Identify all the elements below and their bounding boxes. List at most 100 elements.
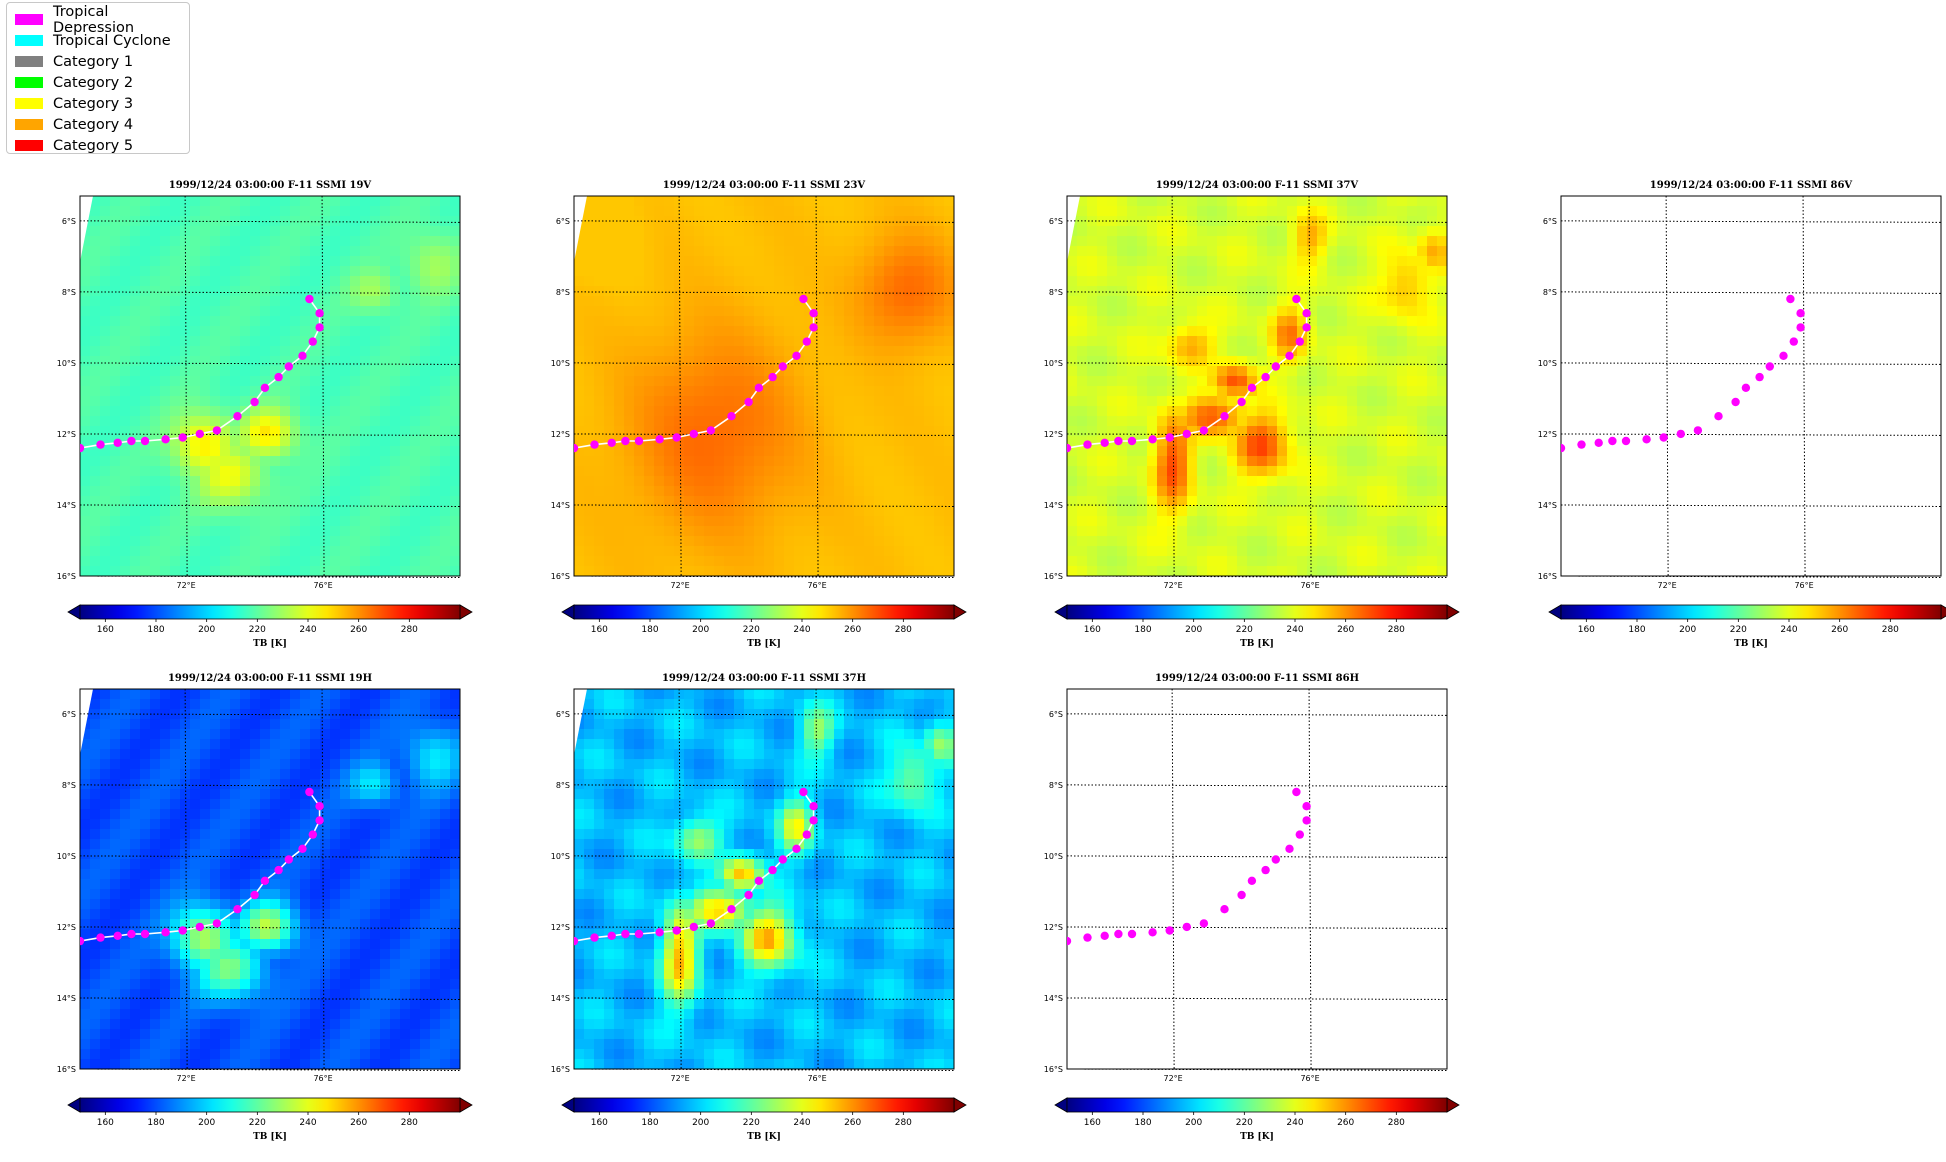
- tb-cell: [360, 296, 371, 307]
- tb-cell: [140, 316, 151, 327]
- tb-cell: [310, 276, 321, 287]
- tb-cell: [894, 466, 905, 477]
- tb-cell: [1357, 336, 1368, 347]
- tb-cell: [934, 456, 945, 467]
- storm-track: [80, 294, 324, 453]
- tb-cell: [654, 476, 665, 487]
- tb-cell: [694, 266, 705, 277]
- tb-cell: [654, 416, 665, 427]
- tb-cell: [160, 839, 171, 850]
- tb-cell: [380, 476, 391, 487]
- tb-cell: [864, 306, 875, 317]
- tb-cell: [240, 556, 251, 567]
- tb-cell: [300, 386, 311, 397]
- tb-cell: [1147, 236, 1158, 247]
- tb-cell: [914, 246, 925, 257]
- tb-cell: [854, 446, 865, 457]
- tb-cell: [664, 366, 675, 377]
- tb-cell: [1397, 326, 1408, 337]
- tb-cell: [604, 206, 615, 217]
- tb-cell: [1097, 246, 1108, 257]
- tb-cell: [1407, 356, 1418, 367]
- tb-cell: [1177, 486, 1188, 497]
- tb-cell: [80, 879, 91, 890]
- tb-cell: [1327, 546, 1338, 557]
- tb-cell: [1247, 276, 1258, 287]
- tb-cell: [300, 206, 311, 217]
- tb-cell: [654, 336, 665, 347]
- tb-cell: [624, 306, 635, 317]
- tb-cell: [1327, 426, 1338, 437]
- tb-cell: [764, 476, 775, 487]
- tb-cell: [1277, 256, 1288, 267]
- tb-cell: [1247, 486, 1258, 497]
- tb-cell: [784, 346, 795, 357]
- tb-cell: [1277, 266, 1288, 277]
- tb-cell: [844, 266, 855, 277]
- tb-cell: [1187, 306, 1198, 317]
- tb-cell: [744, 266, 755, 277]
- tb-cell: [1307, 426, 1318, 437]
- tb-cell: [430, 226, 441, 237]
- lat-tick-label: 16°S: [551, 572, 570, 581]
- tb-cell: [1087, 436, 1098, 447]
- tb-cell: [90, 799, 101, 810]
- tb-cell: [1137, 546, 1148, 557]
- tb-cell: [1407, 566, 1418, 576]
- tb-cell: [200, 536, 211, 547]
- tb-cell: [1167, 546, 1178, 557]
- tb-cell: [290, 536, 301, 547]
- tb-cell: [894, 386, 905, 397]
- tb-cell: [594, 246, 605, 257]
- tb-cell: [854, 246, 865, 257]
- tb-cell: [240, 276, 251, 287]
- tb-cell: [1347, 386, 1358, 397]
- tb-cell: [854, 566, 865, 576]
- tb-cell: [1117, 246, 1128, 257]
- tb-cell: [1357, 376, 1368, 387]
- tb-cell: [714, 306, 725, 317]
- tb-cell: [1337, 356, 1348, 367]
- tb-cell: [350, 306, 361, 317]
- tb-cell: [150, 206, 161, 217]
- tb-cell: [944, 526, 954, 537]
- tb-cell: [884, 296, 895, 307]
- tb-cell: [1087, 226, 1098, 237]
- tb-cell: [594, 306, 605, 317]
- tb-cell: [370, 486, 381, 497]
- tb-cell: [1267, 456, 1278, 467]
- tb-cell: [774, 426, 785, 437]
- tb-cell: [1257, 476, 1268, 487]
- tb-cell: [400, 386, 411, 397]
- category-legend: Tropical Depression Tropical Cyclone Cat…: [6, 2, 190, 154]
- tb-cell: [150, 526, 161, 537]
- tb-cell: [90, 819, 101, 830]
- tb-cell: [784, 566, 795, 576]
- tb-cell: [330, 516, 341, 527]
- tb-cell: [1227, 456, 1238, 467]
- tb-cell: [1217, 536, 1228, 547]
- tb-cell: [1307, 286, 1318, 297]
- tb-cell: [1367, 446, 1378, 457]
- tb-cell: [1407, 526, 1418, 537]
- tb-cell: [160, 416, 171, 427]
- tb-cell: [1297, 226, 1308, 237]
- tb-cell: [1337, 286, 1348, 297]
- tb-cell: [944, 356, 954, 367]
- tb-cell: [794, 206, 805, 217]
- tb-cell: [170, 919, 181, 930]
- tb-cell: [1177, 226, 1188, 237]
- tb-cell: [734, 426, 745, 437]
- tb-cell: [1217, 266, 1228, 277]
- tb-cell: [160, 386, 171, 397]
- tb-cell: [1217, 336, 1228, 347]
- tb-cell: [240, 226, 251, 237]
- tb-cell: [410, 306, 421, 317]
- tb-cell: [1167, 436, 1178, 447]
- tb-cell: [584, 416, 595, 427]
- tb-cell: [904, 546, 915, 557]
- tb-cell: [684, 276, 695, 287]
- tb-cell: [450, 286, 460, 297]
- tb-cell: [400, 426, 411, 437]
- legend-item-category-5: Category 5: [15, 135, 181, 156]
